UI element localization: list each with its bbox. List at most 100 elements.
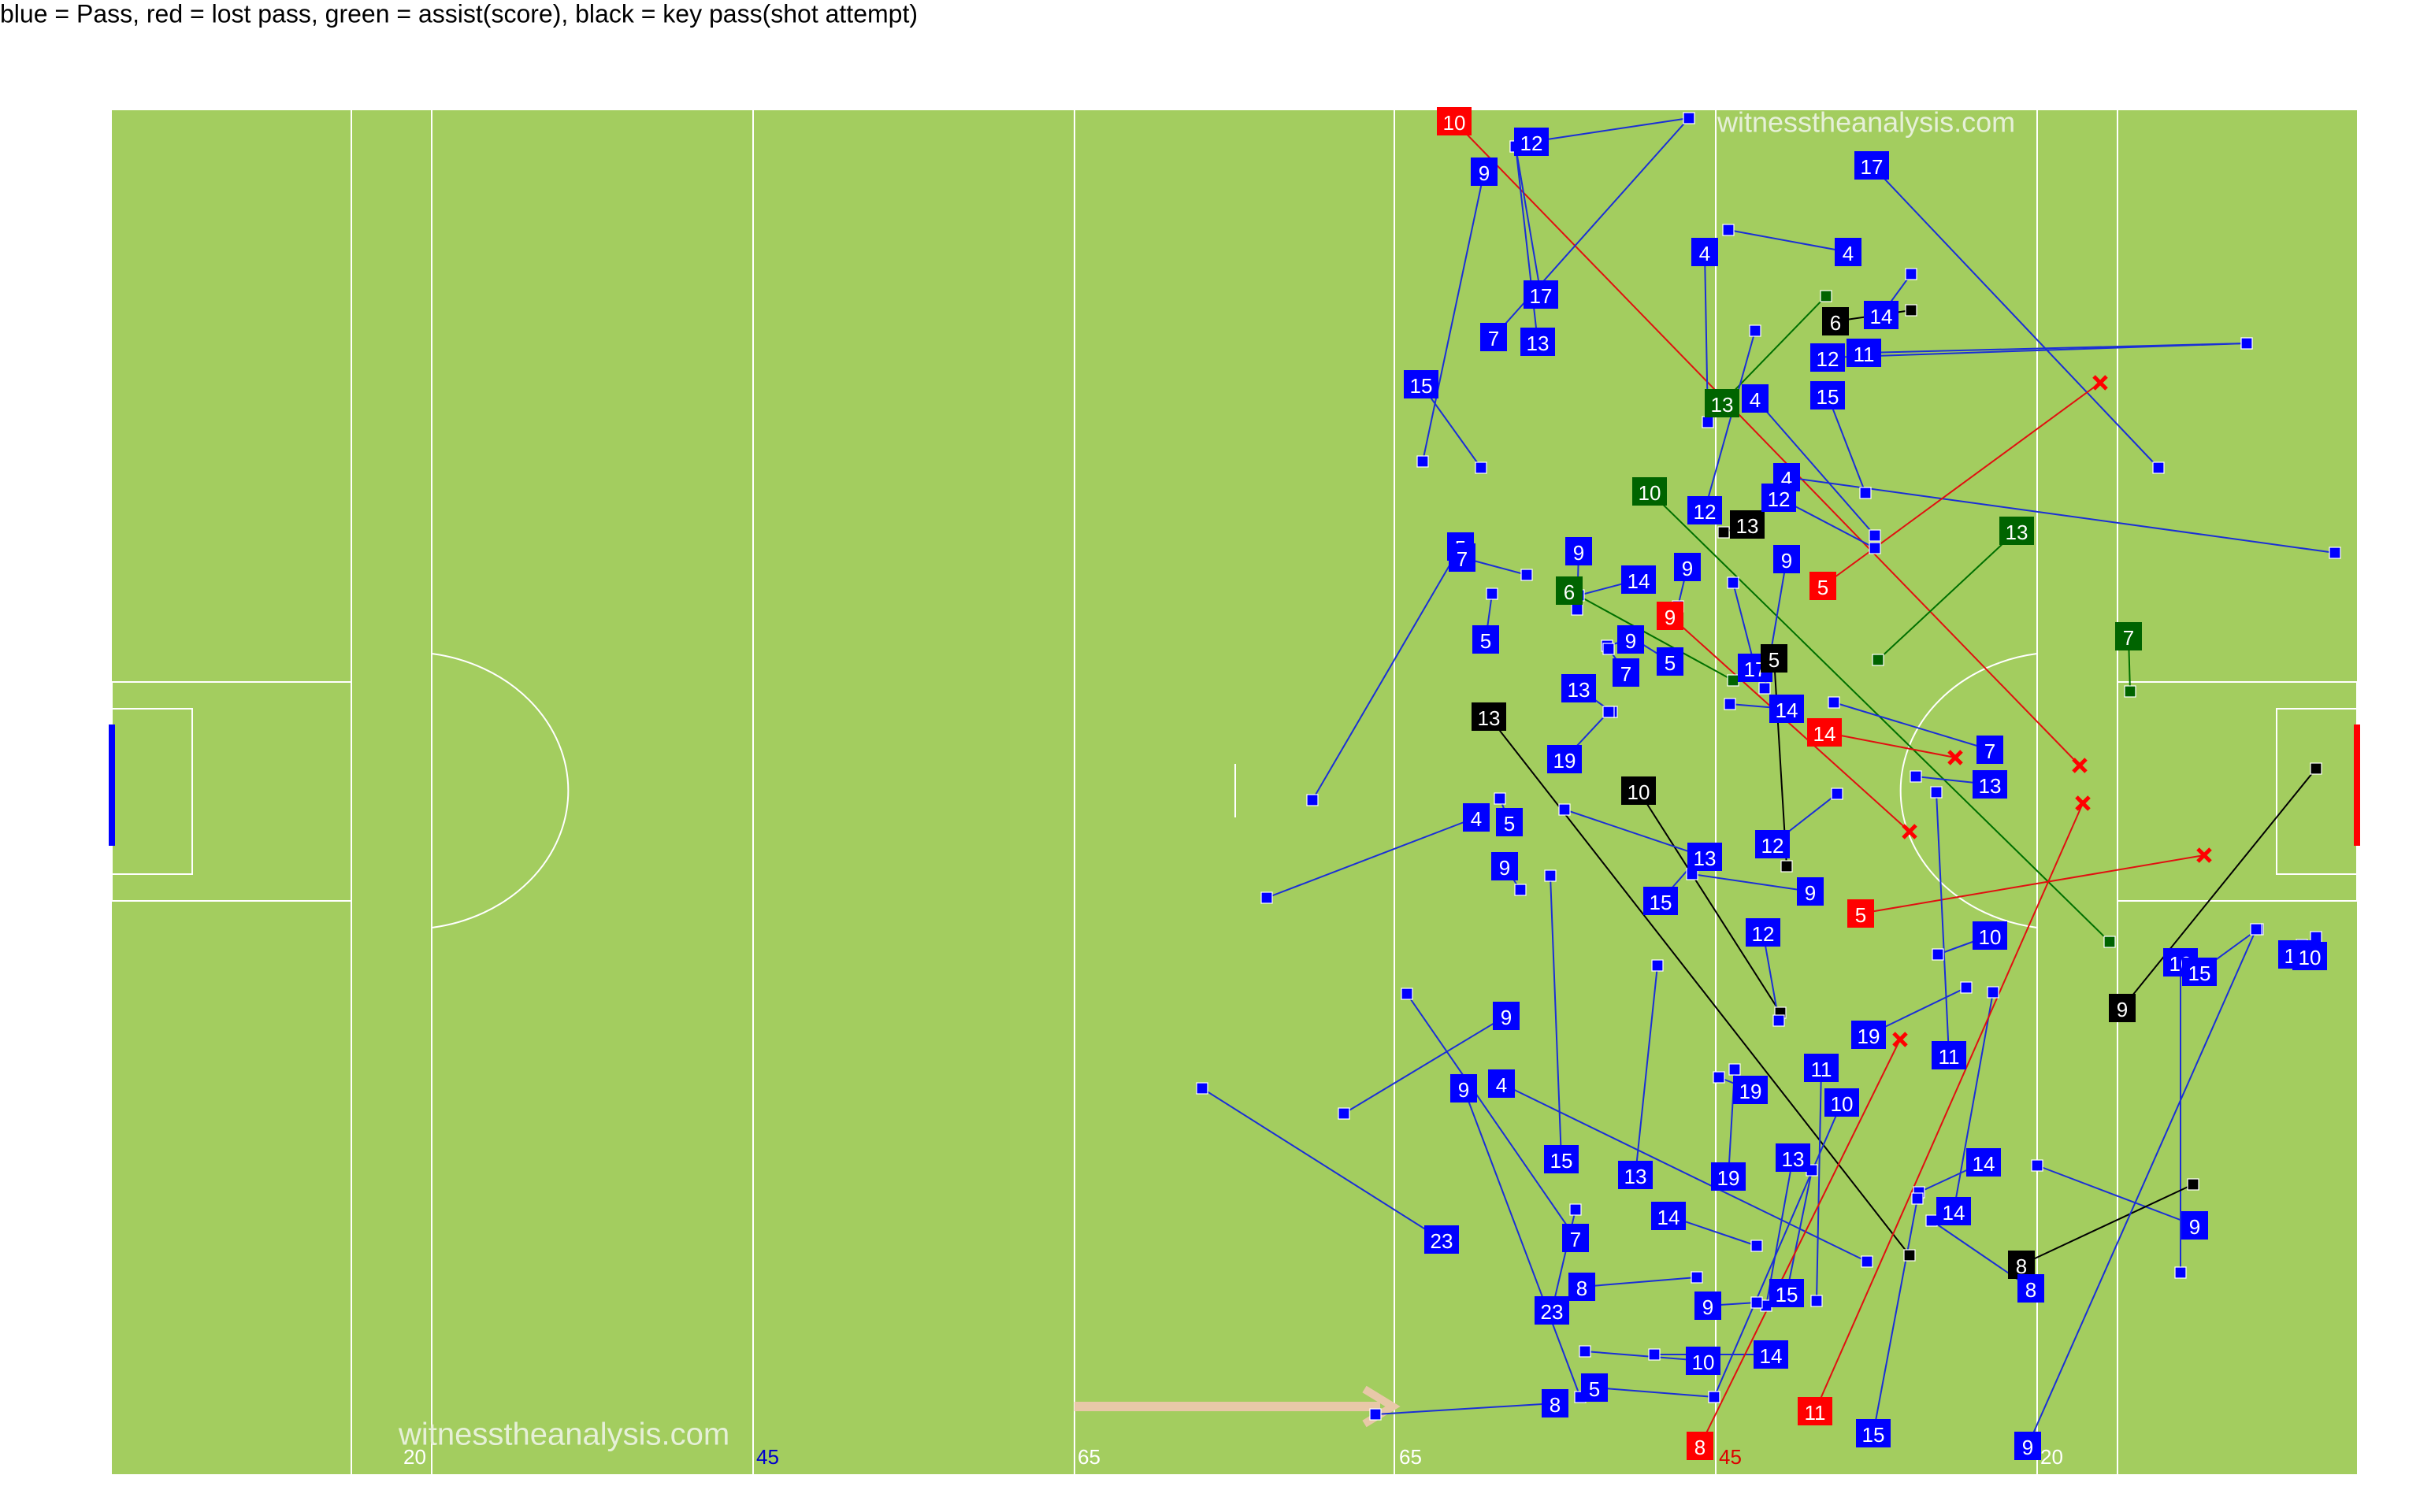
end-marker	[1910, 770, 1922, 783]
player-number: 10	[1979, 925, 2002, 949]
player-number: 9	[1682, 557, 1693, 580]
player-number: 5	[1665, 651, 1676, 675]
player-number: 9	[2117, 998, 2128, 1021]
end-marker	[1820, 290, 1832, 302]
start-marker	[1520, 328, 1555, 356]
player-number: 9	[1702, 1295, 1713, 1319]
end-marker	[1722, 224, 1735, 236]
pass-line	[1638, 790, 1781, 1014]
player-number: 8	[1694, 1436, 1706, 1459]
watermark: witnesstheanalysis.com	[1717, 106, 2015, 139]
end-marker	[1810, 1295, 1823, 1307]
pass-line	[2027, 928, 2257, 1447]
lost-marker	[1902, 824, 1917, 839]
player-number: 8	[1576, 1277, 1587, 1300]
player-number: 4	[1471, 807, 1482, 831]
end-marker	[2124, 685, 2136, 698]
end-marker	[1494, 792, 1506, 805]
player-number: 12	[1817, 347, 1839, 371]
pass-line	[1343, 1015, 1507, 1114]
pass-line	[1584, 1351, 1704, 1362]
start-marker	[1621, 776, 1656, 805]
end-marker	[1648, 1348, 1661, 1361]
end-marker	[1872, 654, 1884, 666]
start-marker	[1424, 1225, 1459, 1254]
start-marker	[1835, 238, 1861, 266]
start-marker	[2017, 1274, 2044, 1303]
pass-line	[1754, 398, 1876, 536]
player-number: 15	[2188, 962, 2211, 985]
end-marker	[1960, 981, 1973, 994]
lost-marker	[2075, 795, 2091, 811]
player-number: 14	[1943, 1201, 1965, 1225]
start-marker	[1618, 1161, 1653, 1189]
player-number: 9	[2189, 1215, 2200, 1239]
line-label: 20	[403, 1445, 426, 1469]
line-label: 45	[756, 1445, 779, 1469]
line-label: 20	[2040, 1445, 2063, 1469]
start-marker	[1776, 1143, 1810, 1172]
pass-line	[1581, 1277, 1698, 1288]
end-marker	[1520, 569, 1533, 581]
start-marker	[1822, 307, 1849, 335]
player-number: 13	[1782, 1147, 1805, 1171]
start-marker	[1568, 1273, 1595, 1301]
end-marker	[1749, 324, 1761, 337]
player-number: 7	[1457, 547, 1468, 571]
start-marker	[1999, 517, 2034, 545]
line-label: 65	[1078, 1445, 1101, 1469]
player-number: 5	[1817, 576, 1828, 599]
pass-line	[1704, 330, 1756, 511]
player-number: 12	[1694, 500, 1717, 524]
pass-line	[1550, 875, 1562, 1160]
lost-marker	[1892, 1032, 1908, 1047]
start-marker	[1755, 830, 1790, 858]
pass-line	[1463, 1088, 1581, 1398]
player-number: 13	[1478, 706, 1501, 730]
start-marker	[1472, 625, 1499, 654]
player-number: 19	[1739, 1080, 1762, 1103]
pass-line	[1515, 146, 1538, 343]
start-marker	[1730, 510, 1765, 539]
pass-line	[1827, 395, 1866, 494]
end-marker	[1905, 268, 1917, 280]
player-number: 4	[1843, 242, 1854, 265]
end-marker	[1925, 1214, 1938, 1227]
start-marker	[1657, 647, 1683, 676]
start-marker	[1544, 1145, 1579, 1173]
end-marker	[1869, 529, 1881, 542]
end-marker	[1306, 794, 1319, 806]
pass-line	[1515, 146, 1542, 295]
start-marker	[1687, 1432, 1713, 1460]
player-number: 4	[1496, 1073, 1507, 1097]
pass-line	[1531, 117, 1690, 143]
pass-line	[1833, 702, 1991, 750]
player-number: 7	[1488, 327, 1499, 350]
pass-line	[1936, 791, 1950, 1056]
end-marker	[1196, 1082, 1208, 1095]
start-marker	[1686, 1347, 1720, 1375]
pass-line	[1786, 476, 2336, 554]
player-number: 14	[1776, 699, 1798, 722]
pass-line	[1860, 854, 2205, 914]
player-number: 10	[1628, 780, 1650, 804]
end-marker	[1416, 455, 1429, 468]
pass-line	[1691, 873, 1811, 892]
pass-line	[1669, 615, 1910, 832]
player-number: 9	[1625, 629, 1636, 653]
player-number: 13	[1527, 332, 1550, 355]
end-marker	[1571, 603, 1583, 616]
player-number: 13	[1736, 514, 1759, 538]
start-marker	[1542, 1389, 1568, 1418]
pass-line	[2036, 1165, 2195, 1226]
player-number: 5	[1504, 812, 1515, 836]
start-marker	[1769, 1279, 1804, 1307]
player-number: 7	[1984, 739, 1995, 763]
end-marker	[1602, 706, 1615, 718]
player-number: 9	[1501, 1006, 1512, 1029]
player-number: 8	[1550, 1393, 1561, 1417]
player-number: 12	[1761, 834, 1784, 858]
player-number: 14	[1628, 569, 1650, 593]
